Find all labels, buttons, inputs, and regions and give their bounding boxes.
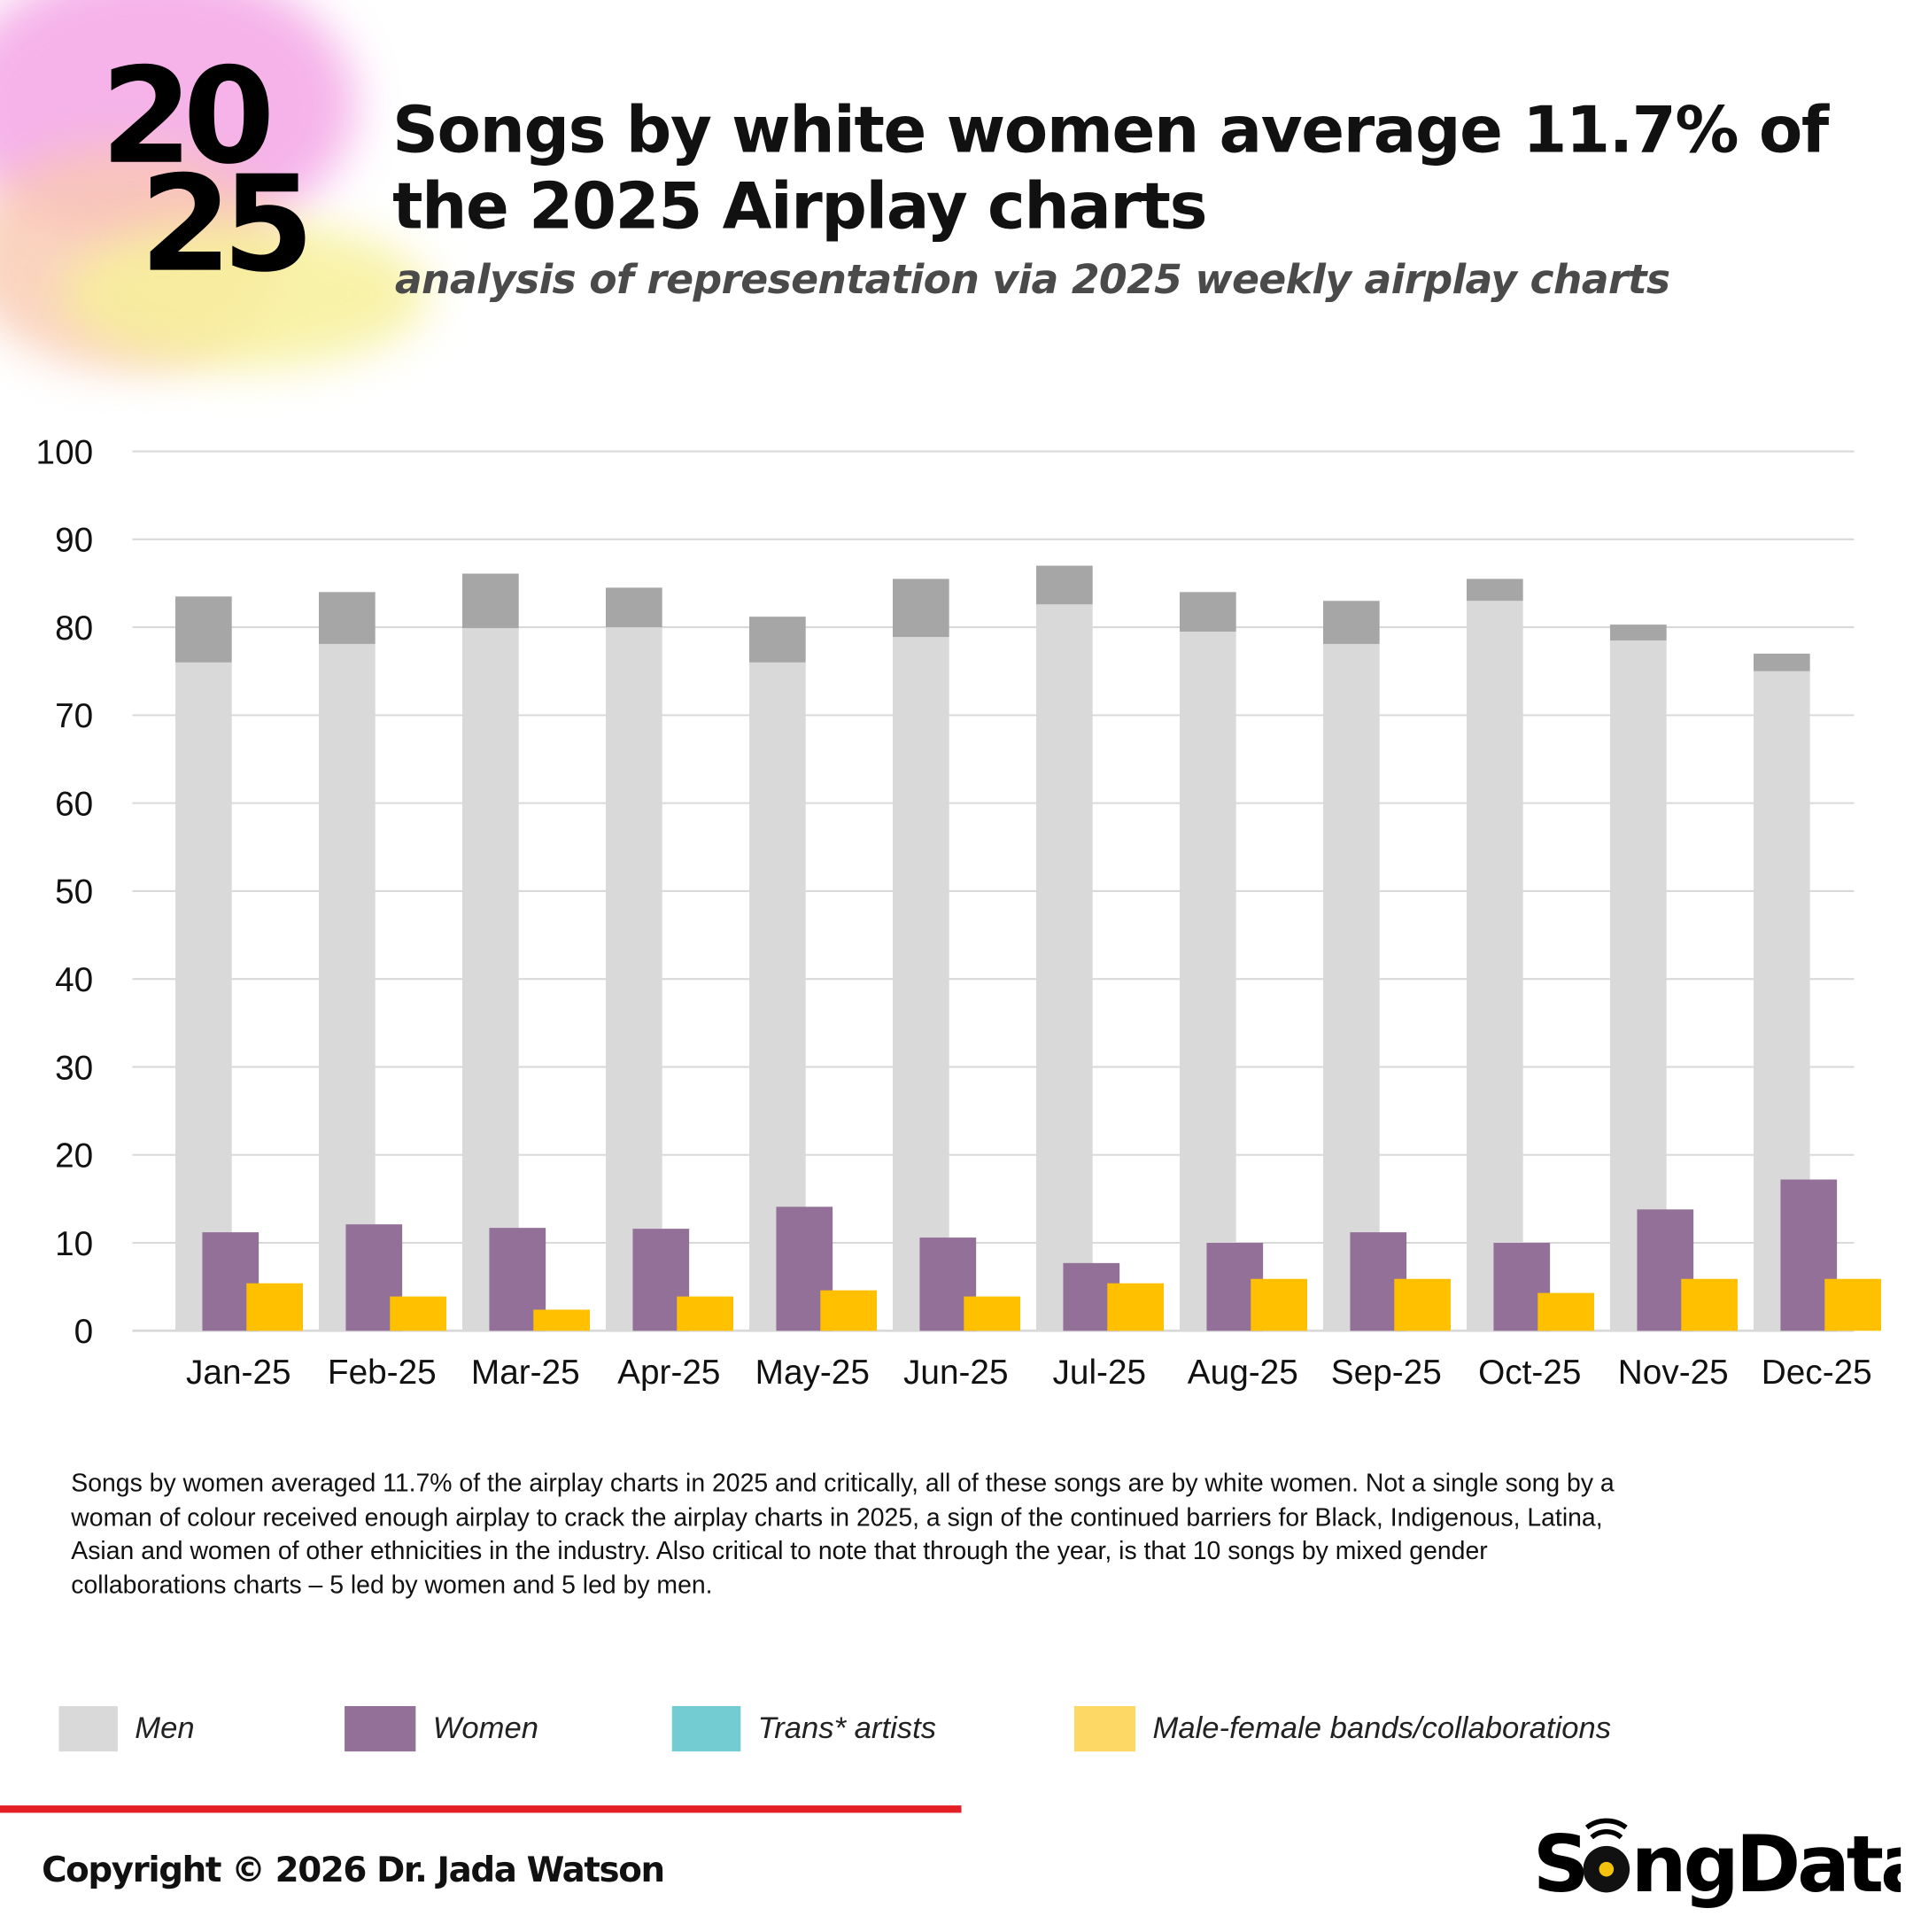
decorative-blob-yellow bbox=[61, 221, 430, 369]
y-tick-label: 80 bbox=[55, 609, 93, 648]
x-tick-label: Mar-25 bbox=[471, 1354, 580, 1392]
bar-men bbox=[461, 628, 519, 1331]
legend-swatch bbox=[345, 1705, 416, 1751]
legend-swatch bbox=[671, 1705, 741, 1751]
bar-men bbox=[892, 637, 949, 1331]
x-tick-label: Oct-25 bbox=[1478, 1354, 1581, 1392]
legend-item-women: Women bbox=[345, 1705, 538, 1752]
bar-men bbox=[1322, 643, 1380, 1331]
x-tick-label: Aug-25 bbox=[1188, 1354, 1298, 1392]
legend-item-trans: Trans* artists bbox=[671, 1705, 937, 1752]
legend-label: Men bbox=[135, 1710, 195, 1745]
legend-item-collabs: Male-female bands/collaborations bbox=[1073, 1705, 1612, 1752]
y-tick-label: 40 bbox=[55, 961, 93, 999]
bar-men-extra bbox=[318, 592, 376, 644]
bar-collabs bbox=[533, 1309, 590, 1331]
x-tick-label: Feb-25 bbox=[328, 1354, 437, 1392]
bar-men-extra bbox=[605, 587, 662, 628]
y-tick-label: 100 bbox=[36, 433, 94, 471]
page-subtitle: analysis of representation via 2025 week… bbox=[394, 254, 1670, 303]
bar-men-extra bbox=[748, 617, 806, 663]
divider-line bbox=[0, 1805, 962, 1813]
bar-men bbox=[1179, 632, 1236, 1331]
bar-collabs bbox=[964, 1296, 1020, 1331]
copyright: Copyright © 2026 Dr. Jada Watson bbox=[42, 1849, 665, 1890]
svg-text:ngData: ngData bbox=[1631, 1819, 1901, 1910]
svg-text:S: S bbox=[1533, 1819, 1586, 1910]
bar-men-extra bbox=[1609, 625, 1667, 640]
legend-swatch bbox=[58, 1705, 118, 1751]
bar-men-extra bbox=[1466, 578, 1523, 601]
page-title: Songs by white women average 11.7% of th… bbox=[392, 94, 1829, 244]
y-tick-label: 60 bbox=[55, 785, 93, 823]
chart-note: Songs by women averaged 11.7% of the air… bbox=[71, 1469, 1615, 1599]
bar-men-extra bbox=[1753, 653, 1810, 671]
bar-collabs bbox=[390, 1296, 446, 1331]
x-tick-label: Apr-25 bbox=[617, 1354, 720, 1392]
x-tick-label: Nov-25 bbox=[1618, 1354, 1729, 1392]
bar-men bbox=[174, 662, 232, 1331]
y-tick-label: 20 bbox=[55, 1137, 93, 1175]
x-tick-label: Jun-25 bbox=[903, 1354, 1008, 1392]
bar-collabs bbox=[1251, 1278, 1307, 1331]
chart-legend: Men Women Trans* artists Male-female ban… bbox=[58, 1705, 1775, 1752]
bar-collabs bbox=[246, 1283, 303, 1331]
bar-men-extra bbox=[892, 578, 949, 638]
bar-men bbox=[1466, 601, 1523, 1331]
year-badge: 20 25 bbox=[101, 50, 314, 302]
bar-men-extra bbox=[1322, 601, 1380, 644]
bar-collabs bbox=[1681, 1278, 1738, 1331]
songdata-logo: S ngData bbox=[1533, 1815, 1913, 1932]
legend-item-men: Men bbox=[58, 1705, 195, 1752]
bar-collabs bbox=[1107, 1283, 1164, 1331]
x-tick-label: Jul-25 bbox=[1053, 1354, 1147, 1392]
bar-men-extra bbox=[461, 573, 519, 629]
bar-collabs bbox=[677, 1296, 733, 1331]
bar-collabs bbox=[820, 1290, 877, 1331]
bar-men bbox=[1035, 604, 1093, 1331]
bar-men-extra bbox=[1179, 592, 1236, 632]
year-bottom: 25 bbox=[139, 148, 314, 302]
y-tick-label: 50 bbox=[55, 873, 93, 912]
y-tick-label: 0 bbox=[74, 1313, 94, 1351]
x-tick-label: May-25 bbox=[755, 1354, 870, 1392]
legend-label: Trans* artists bbox=[757, 1710, 937, 1745]
bar-collabs bbox=[1537, 1292, 1594, 1331]
x-tick-label: Sep-25 bbox=[1331, 1354, 1442, 1392]
bar-men bbox=[318, 643, 376, 1331]
y-tick-label: 30 bbox=[55, 1049, 93, 1087]
legend-swatch bbox=[1073, 1705, 1136, 1751]
year-top: 20 bbox=[100, 40, 275, 194]
y-tick-label: 90 bbox=[55, 522, 93, 560]
x-tick-label: Jan-25 bbox=[186, 1354, 290, 1392]
bar-chart: 0 10 20 30 40 50 60 70 80 90 100 Jan-25 Feb-25 Mar-25… bbox=[36, 433, 1881, 1392]
bar-men-extra bbox=[1035, 565, 1093, 605]
y-tick-label: 70 bbox=[55, 697, 93, 735]
bar-collabs bbox=[1824, 1278, 1881, 1331]
legend-label: Male-female bands/collaborations bbox=[1152, 1710, 1612, 1745]
bar-men-extra bbox=[174, 596, 232, 663]
bar-men bbox=[605, 627, 662, 1331]
y-tick-label: 10 bbox=[55, 1225, 93, 1263]
songdata-logo-mark: S ngData bbox=[1533, 1818, 1913, 1910]
bar-collabs bbox=[1394, 1278, 1451, 1331]
legend-label: Women bbox=[432, 1710, 539, 1745]
x-tick-label: Dec-25 bbox=[1762, 1354, 1872, 1392]
